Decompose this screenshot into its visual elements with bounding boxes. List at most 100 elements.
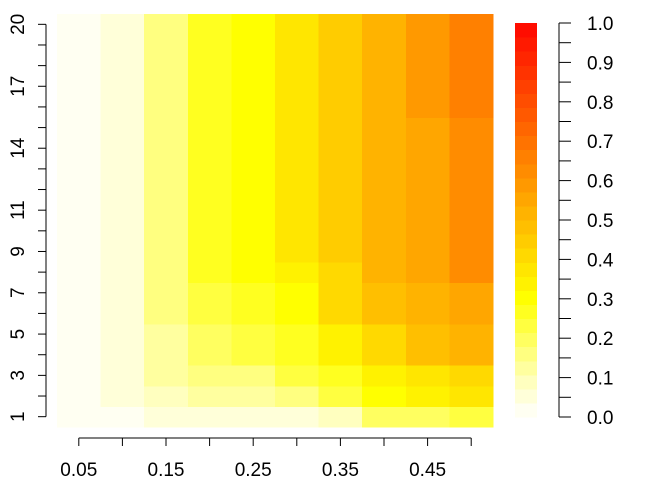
heatmap-cell xyxy=(449,179,494,201)
heatmap-cell xyxy=(231,344,276,366)
colorbar-segment xyxy=(515,360,537,376)
heatmap-cell xyxy=(100,241,145,263)
heatmap-cell xyxy=(405,34,450,56)
heatmap-cell xyxy=(318,117,363,139)
heatmap-cell xyxy=(449,75,494,98)
heatmap-cell xyxy=(57,385,102,407)
heatmap-cell xyxy=(275,241,320,263)
heatmap-cell xyxy=(100,96,145,118)
colorbar-segment xyxy=(515,23,537,38)
y-tick-label: 3 xyxy=(8,370,29,381)
colorbar-segment xyxy=(515,402,537,418)
heatmap-cell xyxy=(57,303,102,325)
heatmap-cell xyxy=(362,323,407,345)
heatmap-cell xyxy=(362,96,407,118)
heatmap-cell xyxy=(449,137,494,160)
heatmap-cell xyxy=(100,75,145,98)
heatmap-cell xyxy=(100,344,145,366)
colorbar-tick-label: 0.9 xyxy=(587,53,613,74)
heatmap-cell xyxy=(144,385,189,407)
y-tick-label: 11 xyxy=(8,200,29,220)
colorbar-segment xyxy=(515,177,537,193)
heatmap-cell xyxy=(231,282,276,304)
heatmap-cell xyxy=(100,220,145,242)
colorbar-segment xyxy=(515,37,537,52)
colorbar-tick-label: 0.7 xyxy=(587,132,613,153)
heatmap-cell xyxy=(100,385,145,407)
heatmap-cell xyxy=(405,137,450,160)
heatmap-cell xyxy=(100,179,145,201)
heatmap-cell xyxy=(231,220,276,242)
heatmap-cell xyxy=(275,261,320,284)
heatmap-cell xyxy=(144,323,189,345)
colorbar-segment xyxy=(515,290,537,306)
heatmap-cell xyxy=(449,303,494,325)
heatmap-cell xyxy=(318,282,363,304)
heatmap-cell xyxy=(187,385,232,407)
colorbar-tick-label: 0.3 xyxy=(587,290,613,311)
heatmap-cell xyxy=(362,14,407,36)
colorbar-segment xyxy=(515,248,537,263)
heatmap-cell xyxy=(405,14,450,36)
heatmap-cell xyxy=(100,365,145,387)
colorbar-segment xyxy=(515,121,537,137)
y-tick-label: 5 xyxy=(8,329,29,340)
heatmap-cell xyxy=(405,55,450,77)
heatmap-cell xyxy=(100,34,145,56)
heatmap-cells xyxy=(57,14,494,428)
heatmap-cell xyxy=(100,323,145,345)
heatmap-cell xyxy=(187,323,232,345)
heatmap-cell xyxy=(362,158,407,180)
y-tick-label: 1 xyxy=(8,411,29,422)
heatmap-cell xyxy=(144,220,189,242)
heatmap-cell xyxy=(275,220,320,242)
heatmap-cell xyxy=(187,117,232,139)
heatmap-cell xyxy=(275,323,320,345)
heatmap-cell xyxy=(144,117,189,139)
heatmap-cell xyxy=(187,158,232,180)
heatmap-cell xyxy=(57,199,102,222)
heatmap-cell xyxy=(187,199,232,222)
heatmap-cell xyxy=(449,220,494,242)
heatmap-cell xyxy=(100,117,145,139)
heatmap-cell xyxy=(275,137,320,160)
colorbar-tick-label: 0.5 xyxy=(587,211,613,232)
heatmap-cell xyxy=(275,14,320,36)
heatmap-cell xyxy=(318,241,363,263)
heatmap-cell xyxy=(100,55,145,77)
heatmap-cell xyxy=(362,303,407,325)
heatmap-cell xyxy=(275,96,320,118)
colorbar-tick-label: 0.6 xyxy=(587,172,613,193)
heatmap-cell xyxy=(449,323,494,345)
heatmap-cell xyxy=(57,406,102,428)
heatmap-cell xyxy=(100,282,145,304)
heatmap-cell xyxy=(405,385,450,407)
heatmap-cell xyxy=(405,323,450,345)
heatmap-cell xyxy=(362,55,407,77)
heatmap-cell xyxy=(405,158,450,180)
heatmap-cell xyxy=(187,220,232,242)
heatmap-cell xyxy=(100,261,145,284)
y-tick-label: 14 xyxy=(8,137,29,159)
heatmap-cell xyxy=(231,241,276,263)
heatmap-cell xyxy=(318,137,363,160)
y-tick-label: 9 xyxy=(8,246,29,257)
heatmap-cell xyxy=(144,303,189,325)
heatmap-cell xyxy=(187,365,232,387)
heatmap-cell xyxy=(187,303,232,325)
y-tick-label: 7 xyxy=(8,287,29,298)
colorbar-segment xyxy=(515,149,537,165)
heatmap-cell xyxy=(449,96,494,118)
heatmap-cell xyxy=(405,282,450,304)
heatmap-cell xyxy=(231,261,276,284)
heatmap-cell xyxy=(449,158,494,180)
heatmap-cell xyxy=(231,117,276,139)
heatmap-cell xyxy=(57,220,102,242)
heatmap-cell xyxy=(362,406,407,428)
colorbar-segment xyxy=(515,332,537,348)
colorbar-segment xyxy=(515,191,537,207)
heatmap-cell xyxy=(275,365,320,387)
heatmap-cell xyxy=(318,199,363,222)
heatmap-cell xyxy=(57,34,102,56)
